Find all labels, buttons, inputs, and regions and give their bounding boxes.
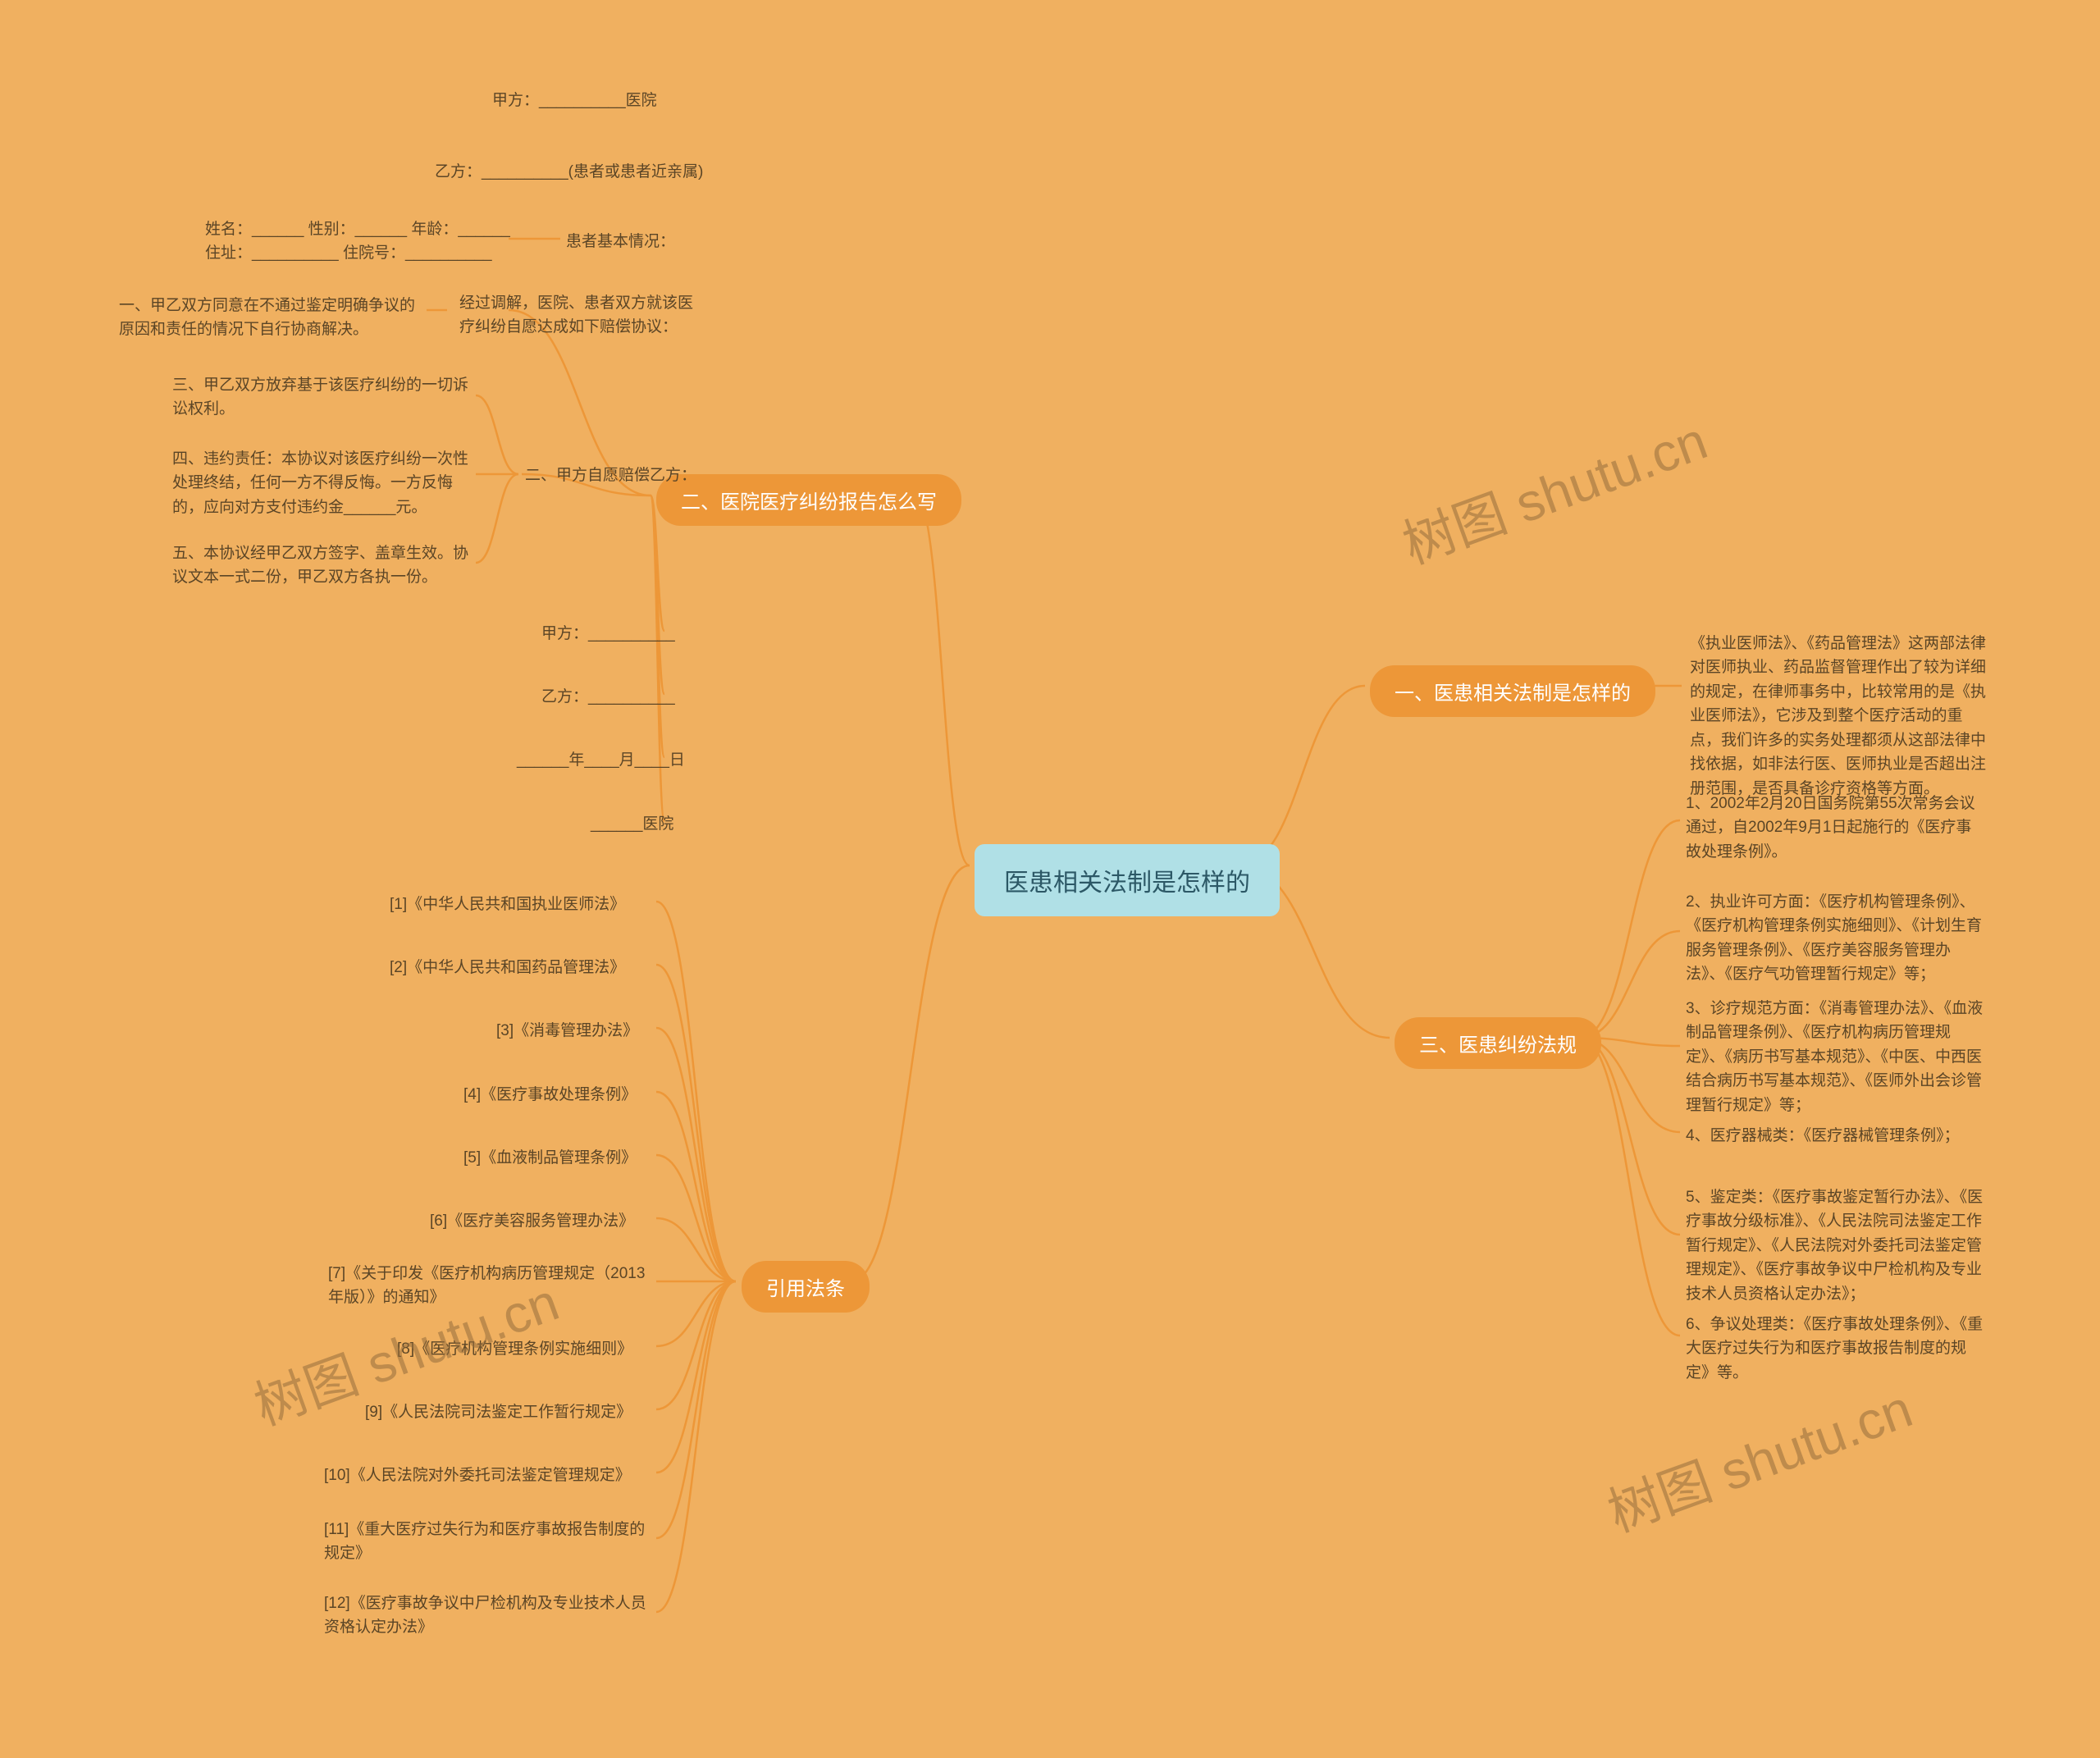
branch-3: 三、医患纠纷法规 xyxy=(1395,1017,1601,1069)
edge xyxy=(656,1281,736,1409)
edge xyxy=(476,474,518,563)
leaf-b4_9: [9]《人民法院司法鉴定工作暂行规定》 xyxy=(365,1400,632,1424)
leaf-b3_4: 4、医疗器械类：《医疗器械管理条例》； xyxy=(1686,1124,1960,1148)
edge xyxy=(656,1028,736,1281)
edge xyxy=(1580,1038,1680,1336)
watermark: 树图 shutu.cn xyxy=(1391,399,1716,578)
edge xyxy=(1580,931,1680,1038)
center-node: 医患相关法制是怎样的 xyxy=(975,844,1280,916)
leaf-b4_4: [4]《医疗事故处理条例》 xyxy=(463,1083,637,1107)
leaf-b2_l1_3b: 姓名：______ 性别：______ 年龄：______ 住址：_______… xyxy=(205,217,517,266)
leaf-b4_3: [3]《消毒管理办法》 xyxy=(496,1019,638,1043)
leaf-b3_1: 1、2002年2月20日国务院第55次常务会议通过，自2002年9月1日起施行的… xyxy=(1686,792,1985,864)
edge xyxy=(656,1281,736,1473)
leaf-b4_2: [2]《中华人民共和国药品管理法》 xyxy=(390,956,625,979)
edge xyxy=(656,1218,736,1281)
branch-2: 二、医院医疗纠纷报告怎么写 xyxy=(656,474,961,526)
leaf-b2_l1_2: 乙方：__________(患者或患者近亲属) xyxy=(435,160,703,184)
edge xyxy=(1580,820,1680,1038)
leaf-b3_3: 3、诊疗规范方面：《消毒管理办法》、《血液制品管理条例》、《医疗机构病历管理规定… xyxy=(1686,997,1985,1117)
leaf-b2_l4: 乙方：__________ xyxy=(541,685,675,709)
leaf-b4_6: [6]《医疗美容服务管理办法》 xyxy=(430,1209,634,1233)
leaf-b2_l2_2: 四、违约责任：本协议对该医疗纠纷一次性处理终结，任何一方不得反悔。一方反悔的，应… xyxy=(172,447,476,519)
leaf-b3_2: 2、执业许可方面：《医疗机构管理条例》、《医疗机构管理条例实施细则》、《计划生育… xyxy=(1686,890,1985,987)
edge xyxy=(651,495,664,821)
branch-1: 一、医患相关法制是怎样的 xyxy=(1370,665,1655,717)
leaf-b2_l2_1: 三、甲乙双方放弃基于该医疗纠纷的一切诉讼权利。 xyxy=(172,373,476,422)
edge xyxy=(656,1092,736,1281)
leaf-b3_6: 6、争议处理类：《医疗事故处理条例》、《重大医疗过失行为和医疗事故报告制度的规定… xyxy=(1686,1313,1985,1385)
leaf-b2_l1_4: 经过调解，医院、患者双方就该医疗纠纷自愿达成如下赔偿协议： xyxy=(459,291,705,340)
leaf-b4_7: [7]《关于印发《医疗机构病历管理规定（2013年版）》的通知》 xyxy=(328,1262,648,1310)
edge xyxy=(656,965,736,1281)
edge xyxy=(1580,1038,1680,1235)
edge xyxy=(1239,686,1365,865)
leaf-b4_1: [1]《中华人民共和国执业医师法》 xyxy=(390,893,625,916)
edge xyxy=(915,495,970,865)
leaf-b4_10: [10]《人民法院对外委托司法鉴定管理规定》 xyxy=(324,1463,631,1487)
leaf-b4_8: [8]《医疗机构管理条例实施细则》 xyxy=(397,1337,632,1361)
edge xyxy=(656,1281,736,1538)
edge xyxy=(651,495,664,694)
leaf-b1_1: 《执业医师法》、《药品管理法》这两部法律对医师执业、药品监督管理作出了较为详细的… xyxy=(1690,632,1993,801)
leaf-b4_5: [5]《血液制品管理条例》 xyxy=(463,1146,637,1170)
leaf-b2_l1_3: 患者基本情况： xyxy=(566,230,675,253)
leaf-b2_l1_4b: 一、甲乙双方同意在不通过鉴定明确争议的原因和责任的情况下自行协商解决。 xyxy=(119,294,422,342)
edge xyxy=(656,1281,736,1346)
leaf-b4_12: [12]《医疗事故争议中尸检机构及专业技术人员资格认定办法》 xyxy=(324,1591,652,1640)
leaf-b2_l3: 甲方：__________ xyxy=(541,622,675,646)
leaf-b2_l5: ______年____月____日 xyxy=(517,748,685,772)
leaf-b3_5: 5、鉴定类：《医疗事故鉴定暂行办法》、《医疗事故分级标准》、《人民法院司法鉴定工… xyxy=(1686,1185,1985,1306)
leaf-b4_11: [11]《重大医疗过失行为和医疗事故报告制度的规定》 xyxy=(324,1518,652,1566)
branch-4: 引用法条 xyxy=(742,1261,870,1313)
edge xyxy=(656,1155,736,1281)
leaf-b2_l2: 二、甲方自愿赔偿乙方： xyxy=(525,463,696,487)
leaf-b2_l2_3: 五、本协议经甲乙双方签字、盖章生效。协议文本一式二份，甲乙双方各执一份。 xyxy=(172,541,476,590)
edge xyxy=(476,395,518,474)
watermark: 树图 shutu.cn xyxy=(1596,1367,1921,1546)
edge xyxy=(851,865,970,1281)
edge xyxy=(656,902,736,1281)
leaf-b2_l6: ______医院 xyxy=(591,812,673,836)
edge xyxy=(656,1281,736,1612)
leaf-b2_l1_1: 甲方：__________医院 xyxy=(492,89,657,112)
